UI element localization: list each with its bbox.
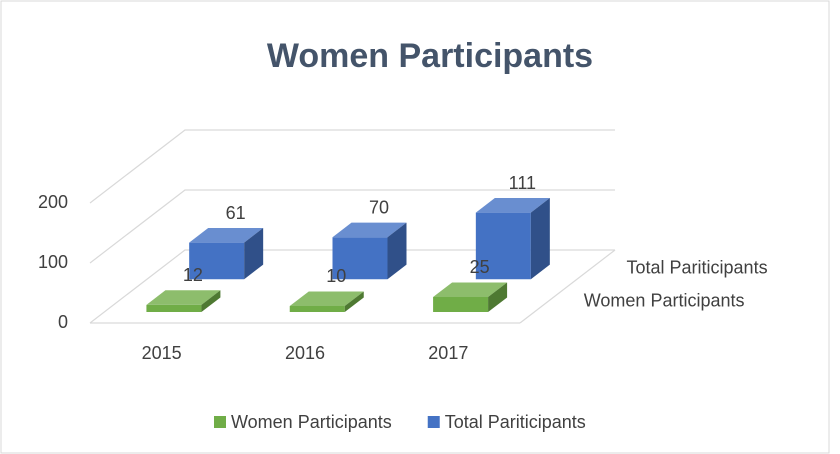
chart-title: Women Participants [267, 37, 593, 75]
grid-line [89, 189, 615, 264]
y-tick-label: 100 [38, 252, 68, 272]
y-tick-label: 0 [58, 312, 68, 332]
floor-edge [519, 249, 616, 324]
data-label: 10 [326, 266, 346, 286]
data-label: 61 [226, 203, 246, 223]
bar-top [433, 282, 508, 298]
bar [189, 198, 550, 280]
bar-top [475, 198, 550, 213]
legend-swatch [427, 416, 440, 428]
data-label: 70 [369, 197, 389, 217]
x-tick-label: 2017 [428, 343, 468, 363]
bar [189, 228, 264, 280]
y-tick-label: 200 [38, 192, 68, 212]
bar-front [332, 237, 388, 280]
bar [332, 222, 407, 280]
bar [146, 282, 508, 313]
bar-side [201, 290, 221, 313]
bar-front [433, 297, 489, 313]
bar [475, 198, 550, 280]
depth-axis-label: Total Pariticipants [627, 258, 768, 278]
data-label: 12 [183, 265, 203, 285]
bar-top [189, 228, 264, 243]
x-tick-label: 2015 [142, 343, 182, 363]
bar-front [289, 306, 345, 313]
legend-label: Total Pariticipants [445, 412, 586, 432]
bar [289, 291, 364, 313]
grid-line [89, 129, 615, 204]
bar-top [332, 222, 407, 238]
bar-top [146, 290, 221, 305]
bar-side [488, 282, 508, 313]
bar-front [475, 212, 531, 280]
bar-front [146, 304, 202, 313]
bar-side [530, 198, 550, 280]
bar [433, 282, 508, 313]
grid-line [89, 249, 615, 324]
bar-top [289, 291, 364, 307]
bar-front [189, 242, 245, 280]
depth-axis-label: Women Participants [584, 291, 745, 311]
data-label: 111 [509, 173, 536, 193]
x-tick-label: 2016 [285, 343, 325, 363]
data-label: 25 [470, 257, 490, 277]
bar-side [244, 228, 264, 280]
bar-side [344, 291, 364, 313]
bar [146, 290, 221, 313]
bar-side [387, 222, 407, 280]
legend-label: Women Participants [231, 412, 392, 432]
legend-swatch [214, 416, 226, 428]
